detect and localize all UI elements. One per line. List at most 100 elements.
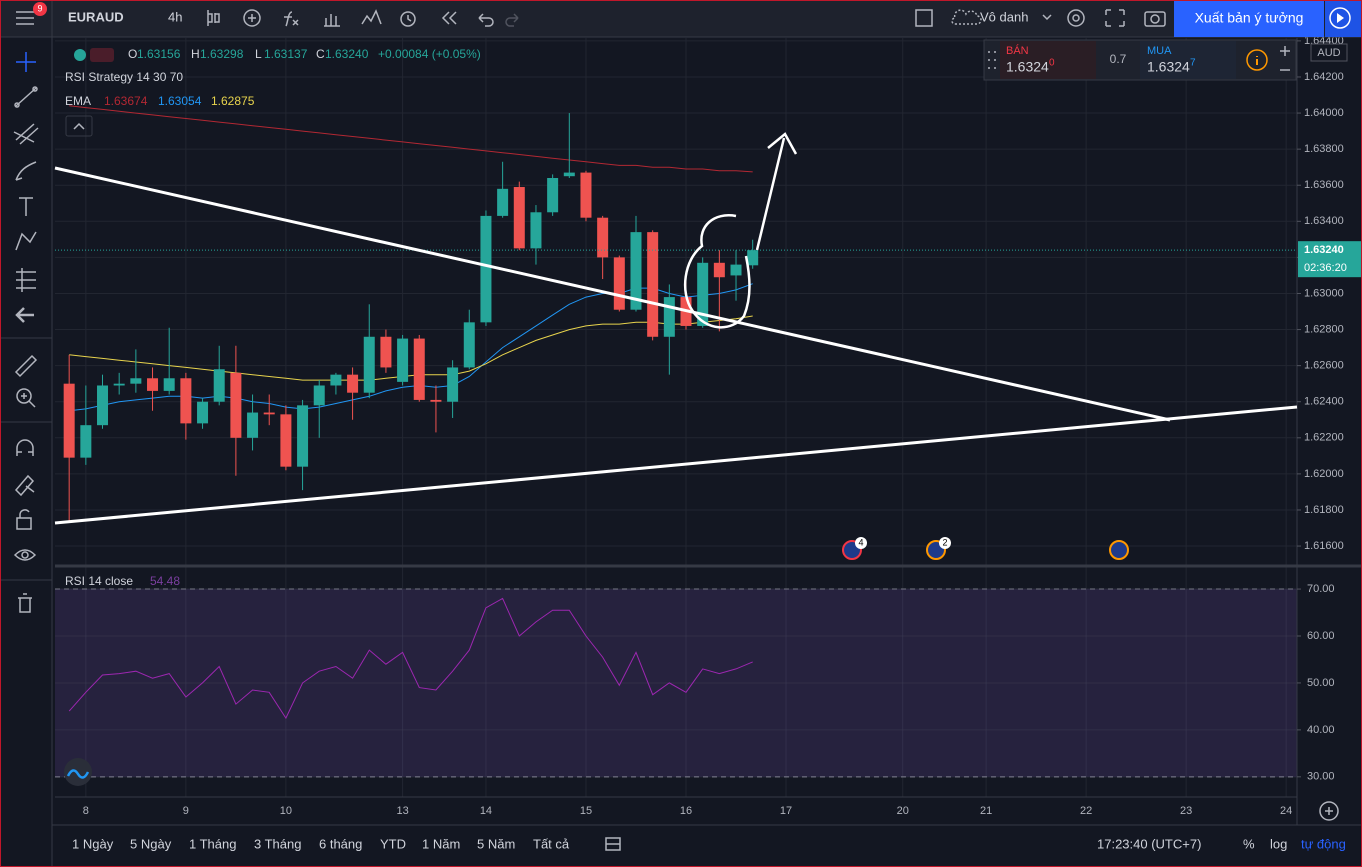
log-toggle[interactable]: log (1270, 836, 1287, 851)
candle-body (447, 367, 459, 402)
x-tick-label: 16 (680, 805, 692, 817)
info-icon[interactable] (1246, 49, 1268, 71)
play-icon (1329, 7, 1351, 29)
zoom-buttons[interactable] (1280, 46, 1290, 71)
symbol[interactable]: EURAUD (68, 9, 124, 24)
range-button[interactable]: 1 Năm (422, 836, 460, 851)
candle-body (563, 172, 575, 177)
auto-toggle[interactable]: tự động (1301, 836, 1346, 851)
axes: 8 9 10 13 14 15 16 17 20 21 22 23 241.616001.618001.… (55, 35, 1362, 825)
candle-body (513, 187, 525, 249)
range-button[interactable]: 3 Tháng (254, 836, 301, 851)
legend-icons (74, 48, 114, 62)
y-tick-label: 1.63400 (1304, 215, 1344, 227)
candle-body (280, 414, 292, 467)
candle-body (263, 412, 275, 415)
y-tick-label: 1.64200 (1304, 71, 1344, 83)
candle-body (197, 401, 209, 424)
range-button[interactable]: 6 tháng (319, 836, 362, 851)
buy-pip: 7 (1190, 58, 1196, 69)
logo (64, 758, 92, 786)
candle-body (347, 374, 359, 393)
range-button[interactable]: 5 Ngày (130, 836, 172, 851)
badge (33, 2, 47, 16)
grid (55, 38, 1297, 797)
menu-button[interactable] (16, 11, 34, 25)
rsi-line (68, 597, 753, 720)
candle-body (97, 385, 109, 426)
x-tick-label: 17 (780, 805, 792, 817)
y-tick-label: 40.00 (1307, 724, 1335, 736)
drawings[interactable] (54, 132, 1298, 525)
rsi-label: RSI 14 close (65, 574, 133, 588)
candle-body (580, 172, 592, 218)
collapse-button[interactable] (65, 115, 93, 137)
toolbar-icons[interactable] (207, 9, 1166, 27)
y-tick-label: 50.00 (1307, 677, 1335, 689)
top-toolbar (0, 0, 1362, 37)
y-tick-label: 1.63600 (1304, 179, 1344, 191)
ema-value: 1.63674 (104, 94, 148, 108)
play-button[interactable] (1325, 0, 1362, 37)
range-button[interactable]: Tất cả (533, 836, 570, 851)
range-button[interactable]: 1 Tháng (189, 836, 236, 851)
currency: AUD (1317, 47, 1340, 59)
publish-button[interactable] (1174, 0, 1324, 37)
y-tick-label: 30.00 (1307, 771, 1335, 783)
candle-body (397, 338, 409, 382)
range-button[interactable]: YTD (380, 836, 406, 851)
ema-value: 1.63054 (158, 94, 202, 108)
candle-body (297, 405, 309, 467)
candle-body (463, 322, 475, 368)
x-tick-label: 9 (183, 805, 189, 817)
buy-price: 1.6324 (1147, 59, 1190, 75)
currency-box (1310, 43, 1348, 62)
x-tick-label: 23 (1180, 805, 1192, 817)
date-range-icon[interactable] (605, 837, 621, 851)
range-button[interactable]: 5 Năm (477, 836, 515, 851)
ohlc-key: L (255, 47, 262, 61)
y-tick-label: 1.64000 (1304, 107, 1344, 119)
drag-handle[interactable] (988, 51, 996, 69)
sell-price: 1.6324 (1006, 59, 1049, 75)
candle-body (163, 378, 175, 391)
y-tick-label: 1.62600 (1304, 360, 1344, 372)
settings-icon[interactable] (1319, 801, 1339, 821)
percent-toggle[interactable]: % (1243, 836, 1255, 851)
events[interactable] (842, 537, 1129, 560)
y-tick-label: 1.61600 (1304, 540, 1344, 552)
candle-body (697, 262, 709, 326)
collapse-icon (73, 122, 85, 130)
publish-label[interactable]: Xuất bản ý tưởng (1195, 10, 1304, 26)
interval[interactable]: 4h (168, 9, 182, 24)
layout-name[interactable]: Vô danh (980, 9, 1028, 24)
y-tick-label: 1.62200 (1304, 432, 1344, 444)
event-count: 2 (942, 537, 947, 547)
drawing-toolbar[interactable] (0, 52, 52, 613)
x-tick-label: 14 (480, 805, 492, 817)
ema-value: 1.62875 (211, 94, 255, 108)
sell-button[interactable] (1000, 41, 1096, 79)
sell-pip: 0 (1049, 58, 1055, 69)
x-tick-label: 10 (280, 805, 292, 817)
x-tick-label: 20 (897, 805, 909, 817)
candle-body (747, 250, 759, 266)
bottom-bar: 1 Ngày 5 Ngày 1 Tháng 3 Tháng 6 tháng YTD 1 Nă… (72, 836, 1346, 851)
spread: 0.7 (1110, 52, 1127, 66)
ohlc-key: O (128, 47, 137, 61)
x-tick-label: 24 (1280, 805, 1292, 817)
range-button[interactable]: 1 Ngày (72, 836, 114, 851)
candle-body (230, 372, 242, 438)
candle-body (497, 188, 509, 216)
y-tick-label: 60.00 (1307, 630, 1335, 642)
ohlc-value: 1.63240 (325, 47, 369, 61)
buy-button[interactable] (1140, 41, 1236, 79)
y-tick-label: 1.61800 (1304, 504, 1344, 516)
candle-body (730, 264, 742, 276)
x-tick-label: 8 (83, 805, 89, 817)
ohlc-key: C (316, 47, 325, 61)
marks (55, 105, 1297, 720)
y-tick-label: 70.00 (1307, 583, 1335, 595)
